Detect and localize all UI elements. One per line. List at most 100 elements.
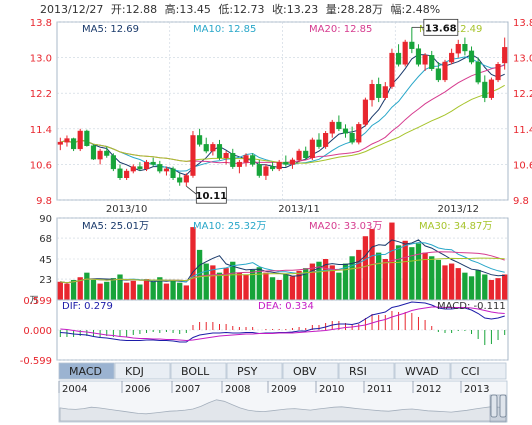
ma-legend-value: 12.49	[454, 24, 483, 35]
price-tick-right: 9.8	[513, 196, 529, 207]
open-value: 12.88	[126, 3, 158, 16]
volume-bar	[495, 278, 501, 300]
volume-bar	[283, 274, 289, 300]
candle	[64, 135, 70, 147]
tab-rsi[interactable]: RSI	[338, 362, 395, 380]
candle	[197, 128, 203, 147]
volume-bar	[117, 274, 123, 300]
price-x-tick: 2013/10	[106, 204, 148, 215]
volume-panel: 90 68 45 23万 MA5: 25.01万 MA10: 25.32万 MA20: 33…	[29, 214, 509, 306]
volume-bar	[123, 282, 130, 300]
candle	[276, 159, 282, 172]
volume-bar	[382, 259, 388, 300]
volume-tick: 45	[39, 255, 52, 266]
volume-bar	[84, 272, 90, 300]
macd-dif-legend: DIF: 0.279	[62, 301, 113, 312]
candle	[475, 57, 481, 85]
candle-body	[289, 159, 296, 165]
ma5-legend: MA5: 12.69	[82, 24, 139, 35]
volume-bar	[462, 272, 468, 300]
candle-body	[455, 44, 461, 54]
candle	[422, 53, 428, 71]
indicator-tabs: MACD KDJ BOLL PSY OBV RSI WVAD CCI	[58, 362, 507, 380]
candle-body	[429, 55, 435, 69]
timeline-year-label: 2010	[319, 384, 344, 395]
volume-bar	[223, 268, 229, 300]
tab-background	[282, 362, 339, 380]
candle-body	[163, 168, 170, 172]
volume-bar	[243, 274, 249, 300]
vol-ma5-legend: MA5: 25.01万	[82, 221, 149, 232]
tab-boll[interactable]: BOLL	[170, 362, 227, 380]
candle	[329, 119, 335, 138]
ma-legend-name: MA5	[82, 24, 104, 35]
macd-tick: -0.599	[20, 356, 52, 367]
candle-body	[90, 145, 97, 160]
tab-wvad[interactable]: WVAD	[394, 362, 451, 380]
candle-body	[389, 52, 395, 87]
tab-background	[226, 362, 283, 380]
tab-macd[interactable]: MACD	[58, 362, 115, 380]
candle-body	[382, 86, 388, 98]
volume-bar	[435, 259, 442, 300]
volume-bar	[289, 276, 296, 300]
tab-label: CCI	[461, 365, 480, 378]
tab-background	[114, 362, 171, 380]
candle-body	[482, 81, 488, 98]
volume-bar	[482, 274, 488, 300]
volume-bar	[64, 283, 70, 300]
candle-body	[97, 150, 103, 160]
volume-bar	[77, 277, 83, 300]
candle	[502, 37, 508, 70]
candle-body	[57, 141, 63, 145]
candle	[57, 137, 63, 151]
candle	[269, 162, 276, 172]
volume-bar	[442, 265, 448, 300]
timeline-right-handle[interactable]	[499, 394, 507, 418]
candle	[230, 148, 236, 169]
candle-body	[409, 41, 415, 49]
vol-ma30-legend: MA30: 34.87万	[419, 221, 492, 232]
ma-legend-name: MA20	[309, 221, 337, 232]
volume-bar	[395, 245, 402, 300]
volume-bar	[329, 265, 335, 300]
volume-bar	[150, 281, 156, 300]
volume-bar	[309, 263, 315, 300]
tab-obv[interactable]: OBV	[282, 362, 339, 380]
tab-label: MACD	[69, 365, 102, 378]
tab-cci[interactable]: CCI	[450, 362, 507, 380]
candle	[289, 157, 296, 169]
candle-body	[203, 144, 209, 152]
vol-ma20-legend: MA20: 33.03万	[309, 221, 382, 232]
volume-bar	[362, 236, 369, 300]
candle	[376, 77, 382, 103]
timeline-left-handle[interactable]	[490, 394, 498, 418]
volume-tick: 23	[39, 275, 52, 286]
volume-bar	[269, 277, 276, 300]
price-tick-left: 13.8	[30, 18, 52, 29]
macd-dea-line	[60, 306, 505, 342]
candle	[323, 131, 329, 149]
macd-tick: 0.599	[23, 296, 52, 307]
volume-bar	[468, 276, 475, 300]
candle-body	[296, 150, 302, 161]
candle	[336, 115, 342, 132]
volume-bar	[110, 278, 117, 300]
volume-ma10-line	[60, 242, 505, 284]
candle-body	[422, 55, 428, 65]
candle	[190, 131, 196, 178]
volume-bar	[143, 279, 150, 300]
tab-psy[interactable]: PSY	[226, 362, 283, 380]
volume-bar	[415, 243, 422, 300]
candle	[415, 44, 422, 67]
volume-bar	[230, 261, 236, 300]
candle	[435, 62, 441, 83]
amplitude-label: 幅:	[391, 3, 406, 16]
candle-body	[150, 161, 156, 165]
candle	[395, 44, 402, 67]
candle-body	[276, 161, 282, 170]
volume-bar	[429, 256, 435, 300]
volume-bar	[409, 247, 415, 300]
tab-kdj[interactable]: KDJ	[114, 362, 171, 380]
